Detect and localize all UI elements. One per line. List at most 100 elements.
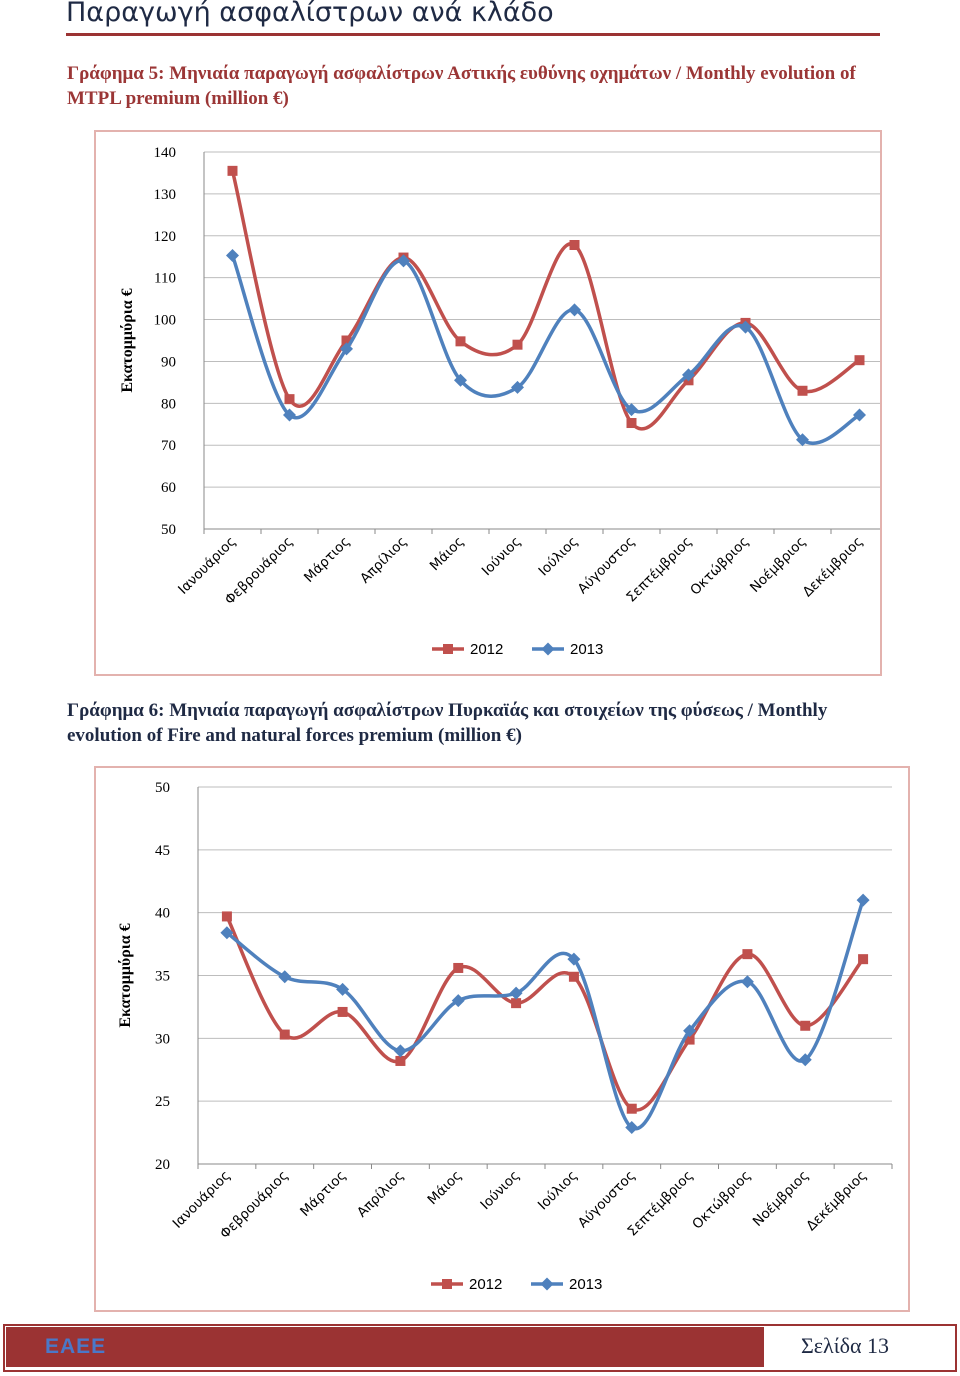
- data-point-2013: [798, 1053, 812, 1067]
- data-point-2012: [279, 1029, 290, 1040]
- footer-frame: [3, 1324, 957, 1372]
- x-tick-label: Μάρτιος: [297, 1168, 349, 1220]
- data-point-2013: [336, 982, 350, 996]
- x-tick-label: Δεκέμβριος: [803, 1168, 870, 1235]
- y-tick-label: 90: [161, 354, 176, 370]
- data-point-2012: [455, 336, 466, 347]
- footer-page-number: Σελίδα 13: [800, 1333, 890, 1358]
- y-tick-label: 110: [154, 271, 176, 287]
- page-header: Παραγωγή ασφαλίστρων ανά κλάδο: [66, 0, 880, 36]
- x-tick-label: Μάρτιος: [301, 534, 353, 586]
- chart-6-heading: Γράφημα 6: Μηνιαία παραγωγή ασφαλίστρων …: [67, 700, 828, 746]
- header-rule: [66, 33, 880, 36]
- legend-label-2012: 2012: [470, 641, 503, 658]
- y-tick-label: 40: [155, 906, 170, 922]
- data-point-2013: [568, 303, 581, 317]
- data-point-2012: [284, 394, 295, 405]
- data-point-2012: [341, 335, 352, 346]
- y-tick-label: 35: [155, 969, 170, 985]
- data-point-2013: [739, 320, 752, 334]
- data-point-2012: [684, 1034, 695, 1045]
- x-tick-label: Ιούνιος: [477, 1168, 523, 1214]
- y-tick-label: 140: [154, 145, 177, 161]
- data-point-2012: [337, 1006, 348, 1017]
- x-tick-label: Ιούλιος: [536, 534, 582, 580]
- page-header-title: Παραγωγή ασφαλίστρων ανά κλάδο: [66, 0, 554, 28]
- chart-5-heading: Γράφημα 5: Μηνιαία παραγωγή ασφαλίστρων …: [67, 63, 856, 109]
- data-point-2012: [568, 971, 579, 982]
- legend-label-2012: 2012: [469, 1276, 502, 1293]
- data-point-2012: [626, 1103, 637, 1114]
- y-tick-label: 60: [161, 480, 176, 496]
- footer-bar: [6, 1327, 764, 1367]
- data-point-2013: [740, 975, 754, 989]
- chart-5-frame: 50 60 70 80 90 100 110 120 130 140 Εκατομμύρια € Ια…: [94, 130, 882, 676]
- y-tick-label: 70: [161, 438, 176, 454]
- y-axis-title: Εκατομμύρια €: [119, 288, 136, 392]
- data-point-2012: [512, 339, 523, 350]
- data-point-2013: [451, 994, 465, 1008]
- y-tick-label: 25: [155, 1094, 170, 1110]
- legend-marker-2012: [442, 1279, 452, 1289]
- data-point-2012: [395, 1055, 406, 1066]
- x-tick-label: Μάιος: [427, 534, 468, 575]
- x-tick-label: Ιούλιος: [535, 1168, 581, 1214]
- data-point-2012: [858, 954, 869, 965]
- legend-label-2013: 2013: [569, 1276, 602, 1293]
- data-point-2012: [227, 165, 238, 176]
- legend-label-2013: 2013: [570, 641, 603, 658]
- data-point-2013: [625, 403, 638, 417]
- data-point-2013: [625, 1121, 639, 1135]
- footer-brand: ΕΑΕΕ: [45, 1335, 107, 1358]
- data-point-2012: [453, 962, 464, 973]
- data-point-2013: [226, 248, 239, 262]
- data-point-2012: [742, 949, 753, 960]
- x-tick-label: Οκτώβριος: [689, 1168, 754, 1233]
- data-point-2013: [683, 1024, 697, 1038]
- x-tick-label: Ιούνιος: [479, 534, 525, 580]
- y-tick-label: 130: [154, 187, 177, 203]
- x-tick-label: Οκτώβριος: [687, 534, 752, 599]
- data-point-2013: [397, 254, 410, 268]
- y-tick-label: 20: [155, 1157, 170, 1173]
- data-point-2012: [569, 239, 580, 250]
- data-point-2013: [511, 380, 524, 394]
- data-point-2013: [567, 952, 581, 966]
- data-point-2013: [220, 926, 234, 940]
- x-tick-label: Ιανουάριος: [170, 1168, 234, 1232]
- series-line-2012: [230, 170, 861, 431]
- x-tick-label: Απρίλιος: [354, 1168, 407, 1221]
- data-point-2013: [509, 986, 523, 1000]
- data-point-2013: [682, 368, 695, 382]
- x-tick-label: Μάιος: [425, 1168, 466, 1209]
- y-tick-label: 45: [155, 843, 170, 859]
- data-point-2013: [340, 342, 353, 356]
- x-tick-label: Νοέμβριος: [750, 1168, 812, 1230]
- data-point-2012: [854, 355, 865, 366]
- y-axis-title: Εκατομμύρια €: [117, 923, 134, 1027]
- x-tick-label: Νοέμβριος: [747, 534, 809, 596]
- data-point-2013: [856, 893, 870, 907]
- data-point-2013: [283, 408, 296, 422]
- legend-marker-2012: [443, 644, 453, 654]
- y-tick-label: 50: [161, 522, 176, 538]
- data-point-2013: [393, 1044, 407, 1058]
- data-point-2012: [797, 385, 808, 396]
- series-line-2013: [225, 899, 865, 1131]
- data-point-2012: [800, 1020, 811, 1031]
- data-point-2013: [278, 970, 292, 984]
- data-point-2013: [853, 408, 866, 422]
- page-footer: ΕΑΕΕ Σελίδα 13: [0, 1320, 960, 1376]
- data-point-2012: [221, 911, 232, 922]
- y-tick-label: 100: [154, 313, 177, 329]
- data-point-2013: [454, 373, 467, 387]
- y-tick-label: 30: [155, 1031, 170, 1047]
- legend-marker-2013: [541, 642, 555, 656]
- y-tick-label: 80: [161, 396, 176, 412]
- data-point-2013: [796, 433, 809, 447]
- chart-6-frame: 20 25 30 35 40 45 50 Εκατομμύρια € Ιανουάριος Φεβ…: [94, 766, 910, 1312]
- data-point-2012: [511, 998, 522, 1009]
- x-tick-label: Αύγουστος: [575, 1168, 639, 1232]
